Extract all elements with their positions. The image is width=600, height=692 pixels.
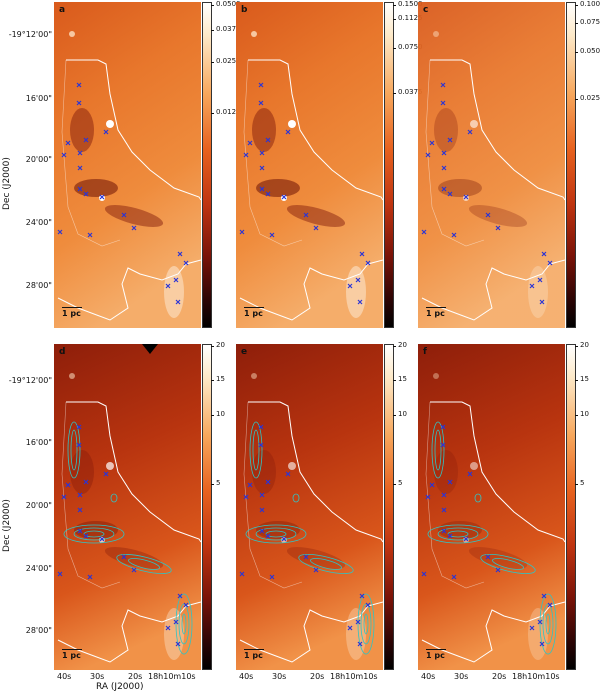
colorbar-tick: 10 [575, 410, 589, 418]
map-panel-e: e 1 pc [236, 344, 383, 670]
colorbar-tick: 0.0125 [211, 108, 241, 116]
colorbar-tick: 0.050 [574, 47, 600, 55]
colorbar-tick: 10 [393, 410, 407, 418]
map-panel-d: d 1 pc [54, 344, 201, 670]
colorbar-tick: 0.075 [574, 18, 600, 26]
colorbar-tick: 0.0375 [211, 25, 241, 33]
colorbar-tick: 5 [210, 479, 221, 487]
colorbar-tick: 0.025 [574, 94, 600, 102]
colorbar-tick: 0.0375 [393, 88, 423, 96]
dec-axis-title: Dec (J2000) [2, 499, 12, 552]
dec-axis-title: Dec (J2000) [2, 157, 12, 210]
ra-tick: 40s [57, 672, 72, 681]
panel-label: b [241, 5, 248, 15]
dec-tick: -19°12'00" [8, 376, 52, 385]
colorbar-tick: 10 [211, 410, 225, 418]
colorbar-tick: 0.0250 [211, 57, 241, 65]
colorbar-tick: 15 [575, 375, 589, 383]
ra-tick: 30s [90, 672, 105, 681]
panel-label: c [423, 5, 429, 15]
ra-axis-title: RA (J2000) [96, 682, 144, 692]
colorbar-tick: 5 [574, 479, 585, 487]
ra-tick: 20s [128, 672, 143, 681]
colorbar-tick: 5 [392, 479, 403, 487]
ra-tick: 20s [492, 672, 507, 681]
colorbar-tick: 15 [393, 375, 407, 383]
ra-tick: 20s [310, 672, 325, 681]
panel-label: e [241, 347, 248, 357]
colorbar-tick: 0.100 [574, 0, 600, 8]
colorbar-d [202, 344, 212, 670]
scale-bar: 1 pc [62, 649, 82, 660]
colorbar-tick: 20 [575, 341, 589, 349]
colorbar-tick: 0.0750 [393, 43, 423, 51]
dec-tick: 16'00" [25, 438, 52, 447]
ra-tick: 40s [239, 672, 254, 681]
colorbar-tick: 20 [393, 341, 407, 349]
colorbar-tick: 0.1125 [393, 14, 423, 22]
dec-tick: 24'00" [25, 218, 52, 227]
colorbar-b [384, 2, 394, 328]
ra-tick: 18h10m10s [148, 672, 196, 681]
dec-tick: 20'00" [25, 501, 52, 510]
colorbar-tick: 0.0500 [211, 0, 241, 8]
ra-tick: 18h10m10s [330, 672, 378, 681]
ra-tick: 30s [272, 672, 287, 681]
dec-tick: 28'00" [25, 626, 52, 635]
colorbar-tick: 0.1500 [393, 0, 423, 8]
dec-tick: 16'00" [25, 94, 52, 103]
panel-label: a [59, 5, 66, 15]
colorbar-tick: 15 [211, 375, 225, 383]
colorbar-a [202, 2, 212, 328]
map-panel-b: b 1 pc [236, 2, 383, 328]
panel-label: d [59, 347, 66, 357]
ra-tick: 18h10m10s [512, 672, 560, 681]
scale-bar: 1 pc [426, 649, 446, 660]
colorbar-f [566, 344, 576, 670]
dec-tick: -19°12'00" [8, 30, 52, 39]
map-panel-c: c 1 pc [418, 2, 565, 328]
dec-tick: 28'00" [25, 281, 52, 290]
dec-tick: 20'00" [25, 155, 52, 164]
scale-bar: 1 pc [426, 307, 446, 318]
map-panel-f: f 1 pc [418, 344, 565, 670]
map-panel-a: a 1 pc [54, 2, 201, 328]
dec-tick: 24'00" [25, 564, 52, 573]
panel-label: f [423, 347, 427, 357]
scale-bar: 1 pc [244, 649, 264, 660]
colorbar-c [566, 2, 576, 328]
ra-tick: 40s [421, 672, 436, 681]
scale-bar: 1 pc [244, 307, 264, 318]
scale-bar: 1 pc [62, 307, 82, 318]
ra-tick: 30s [454, 672, 469, 681]
colorbar-tick: 20 [211, 341, 225, 349]
colorbar-e [384, 344, 394, 670]
